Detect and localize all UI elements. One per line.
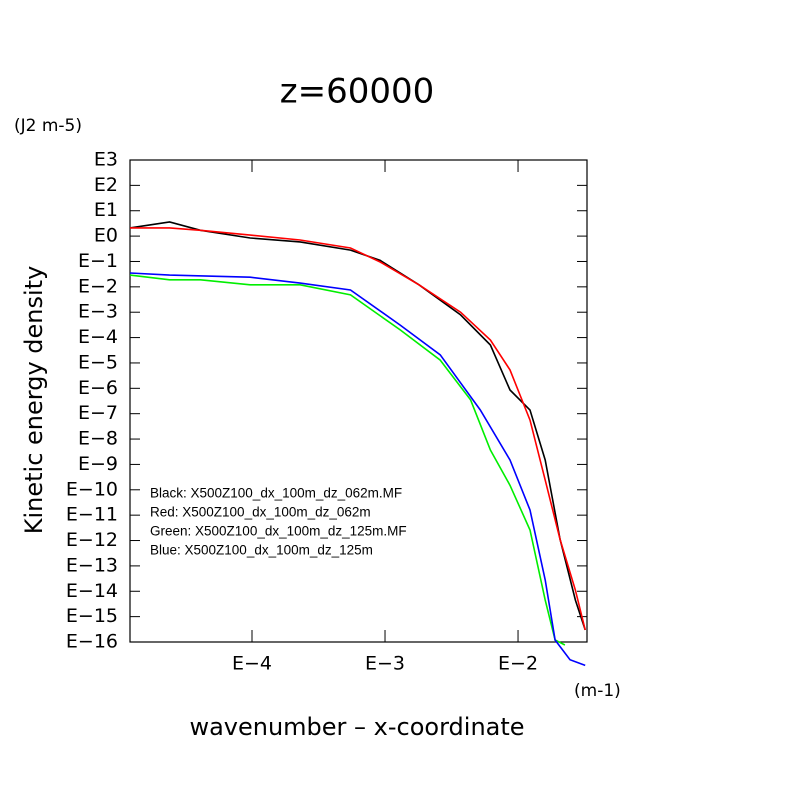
chart-title: z=60000 (280, 72, 435, 112)
y-tick-label: E−5 (78, 351, 118, 373)
y-unit: (J2 m-5) (14, 116, 82, 136)
y-tick-label: E−14 (66, 580, 118, 602)
legend-text: Blue: X500Z100_dx_100m_dz_125m (150, 543, 373, 558)
y-tick-label: E−6 (78, 377, 118, 399)
plot-frame (129, 159, 588, 643)
x-tick-label: E−3 (365, 653, 405, 675)
y-tick-label: E−1 (78, 250, 118, 272)
data-line (129, 221, 586, 631)
y-tick-label: E−3 (78, 301, 118, 323)
y-tick-label: E1 (94, 199, 118, 221)
legend-text: Red: X500Z100_dx_100m_dz_062m (150, 505, 371, 520)
x-tick-label: E−2 (498, 653, 538, 675)
y-tick-label: E−9 (78, 453, 118, 475)
y-tick-label: E−13 (66, 554, 118, 576)
x-axis-label: wavenumber – x-coordinate (189, 713, 524, 741)
data-line (129, 272, 586, 667)
y-tick-label: E3 (94, 149, 118, 171)
y-tick-label: E−11 (66, 504, 118, 526)
y-tick-label: E−12 (66, 529, 118, 551)
data-line (130, 227, 586, 631)
y-axis-label: Kinetic energy density (20, 266, 48, 535)
y-tick-label: E0 (94, 225, 118, 247)
y-tick-label: E−8 (78, 428, 118, 450)
data-line (129, 274, 566, 646)
y-tick-label: E−15 (66, 605, 118, 627)
legend-text: Black: X500Z100_dx_100m_dz_062m.MF (150, 486, 402, 501)
legend-text: Green: X500Z100_dx_100m_dz_125m.MF (150, 524, 407, 539)
y-tick-label: E−2 (78, 275, 118, 297)
y-tick-label: E−4 (78, 326, 118, 348)
x-unit: (m-1) (574, 681, 621, 701)
y-tick-label: E−7 (78, 402, 118, 424)
y-tick-label: E2 (94, 174, 118, 196)
y-tick-label: E−16 (66, 631, 118, 653)
y-tick-label: E−10 (66, 478, 118, 500)
x-tick-label: E−4 (232, 653, 272, 675)
